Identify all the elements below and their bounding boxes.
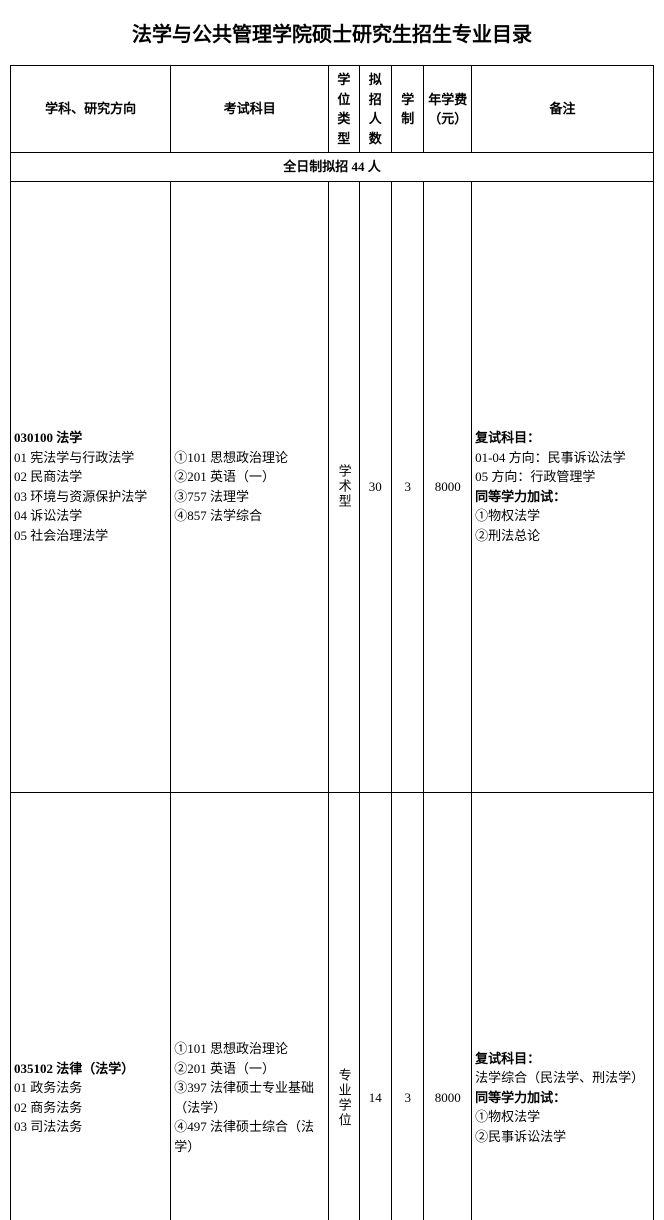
exam-line: ④857 法学综合 — [174, 506, 325, 526]
note-heading: 同等学力加试： — [475, 1088, 650, 1108]
col-subject: 学科、研究方向 — [11, 66, 171, 153]
note-heading: 复试科目： — [475, 428, 650, 448]
col-fee: 年学费（元） — [424, 66, 472, 153]
exam-line: ③397 法律硕士专业基础（法学） — [174, 1078, 325, 1117]
table-row: 035102 法律（法学）01 政务法务02 商务法务03 司法法务①101 思… — [11, 792, 654, 1220]
cell-subject: 035102 法律（法学）01 政务法务02 商务法务03 司法法务 — [11, 792, 171, 1220]
exam-line: ②201 英语（一） — [174, 1059, 325, 1079]
exam-line: ①101 思想政治理论 — [174, 448, 325, 468]
note-heading: 复试科目： — [475, 1049, 650, 1069]
cell-plan: 14 — [359, 792, 391, 1220]
note-line: ②刑法总论 — [475, 526, 650, 546]
degree-type: 学术型 — [334, 182, 354, 792]
subject-line: 03 司法法务 — [14, 1117, 167, 1137]
degree-type: 专业学位 — [334, 793, 354, 1220]
col-exam: 考试科目 — [171, 66, 329, 153]
note-heading: 同等学力加试： — [475, 487, 650, 507]
note-line: 01-04 方向：民事诉讼法学 — [475, 448, 650, 468]
cell-plan: 30 — [359, 181, 391, 792]
cell-subject: 030100 法学01 宪法学与行政法学02 民商法学03 环境与资源保护法学0… — [11, 181, 171, 792]
cell-fee: 8000 — [424, 181, 472, 792]
cell-system: 3 — [392, 792, 424, 1220]
exam-line: ④497 法律硕士综合（法学） — [174, 1117, 325, 1156]
cell-degree: 专业学位 — [329, 792, 359, 1220]
subject-title: 035102 法律（法学） — [14, 1059, 167, 1079]
cell-note: 复试科目：01-04 方向：民事诉讼法学05 方向：行政管理学同等学力加试：①物… — [472, 181, 654, 792]
note-line: ①物权法学 — [475, 506, 650, 526]
subject-line: 04 诉讼法学 — [14, 506, 167, 526]
page-title: 法学与公共管理学院硕士研究生招生专业目录 — [10, 18, 654, 47]
note-line: ②民事诉讼法学 — [475, 1127, 650, 1147]
cell-exam: ①101 思想政治理论②201 英语（一）③397 法律硕士专业基础（法学）④4… — [171, 792, 329, 1220]
col-system: 学制 — [392, 66, 424, 153]
cell-fee: 8000 — [424, 792, 472, 1220]
subject-line: 05 社会治理法学 — [14, 526, 167, 546]
note-line: 05 方向：行政管理学 — [475, 467, 650, 487]
subject-line: 01 政务法务 — [14, 1078, 167, 1098]
cell-system: 3 — [392, 181, 424, 792]
exam-line: ③757 法理学 — [174, 487, 325, 507]
section-header-row: 全日制拟招 44 人 — [11, 153, 654, 182]
cell-degree: 学术型 — [329, 181, 359, 792]
section-header: 全日制拟招 44 人 — [11, 153, 654, 182]
col-note: 备注 — [472, 66, 654, 153]
note-line: ①物权法学 — [475, 1107, 650, 1127]
exam-line: ①101 思想政治理论 — [174, 1039, 325, 1059]
cell-exam: ①101 思想政治理论②201 英语（一）③757 法理学④857 法学综合 — [171, 181, 329, 792]
subject-line: 02 民商法学 — [14, 467, 167, 487]
subject-line: 02 商务法务 — [14, 1098, 167, 1118]
subject-line: 03 环境与资源保护法学 — [14, 487, 167, 507]
exam-line: ②201 英语（一） — [174, 467, 325, 487]
table-header-row: 学科、研究方向 考试科目 学位类型 拟招人数 学制 年学费（元） 备注 — [11, 66, 654, 153]
catalog-table: 学科、研究方向 考试科目 学位类型 拟招人数 学制 年学费（元） 备注 全日制拟… — [10, 65, 654, 1220]
table-body: 全日制拟招 44 人030100 法学01 宪法学与行政法学02 民商法学03 … — [11, 153, 654, 1220]
subject-line: 01 宪法学与行政法学 — [14, 448, 167, 468]
subject-title: 030100 法学 — [14, 428, 167, 448]
table-row: 030100 法学01 宪法学与行政法学02 民商法学03 环境与资源保护法学0… — [11, 181, 654, 792]
col-degree: 学位类型 — [329, 66, 359, 153]
col-plan: 拟招人数 — [359, 66, 391, 153]
cell-note: 复试科目：法学综合（民法学、刑法学）同等学力加试：①物权法学②民事诉讼法学 — [472, 792, 654, 1220]
note-line: 法学综合（民法学、刑法学） — [475, 1068, 650, 1088]
